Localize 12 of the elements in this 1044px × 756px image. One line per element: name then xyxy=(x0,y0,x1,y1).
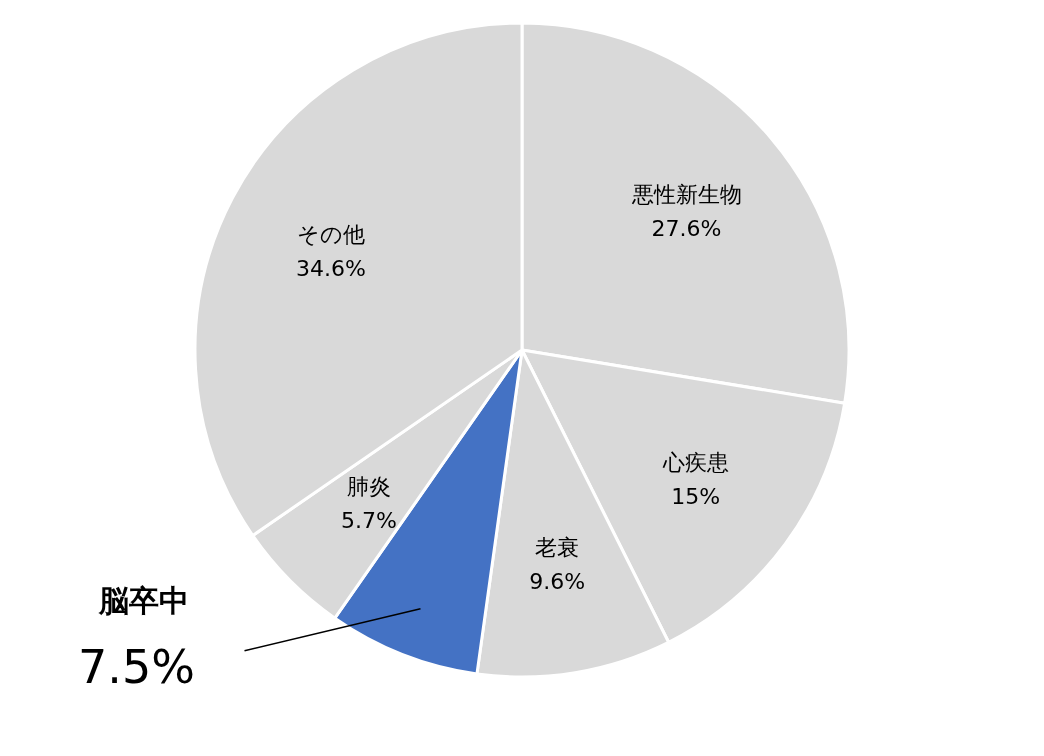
slice-label: 悪性新生物 xyxy=(630,182,742,208)
data-label: 5.7% xyxy=(340,508,397,534)
data-label: 9.6% xyxy=(529,568,586,594)
data-label: 27.6% xyxy=(651,216,722,242)
data-label: 15% xyxy=(671,483,721,509)
slice-label: 肺炎 xyxy=(346,474,391,500)
slice-label: 心疾患 xyxy=(661,449,729,475)
slice-label: 老衰 xyxy=(535,534,580,560)
data-label: 34.6% xyxy=(296,255,366,281)
slice-label: 脳卒中 xyxy=(98,582,190,618)
data-label: 7.5% xyxy=(78,639,195,694)
slice-label: その他 xyxy=(296,221,365,247)
